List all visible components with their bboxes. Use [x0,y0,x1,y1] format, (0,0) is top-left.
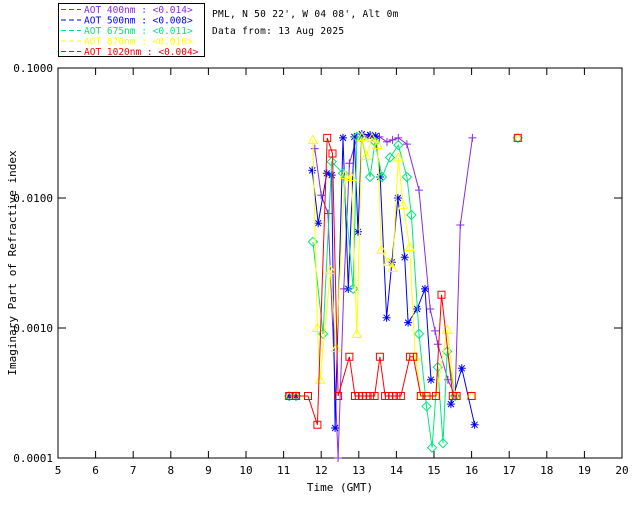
legend-label: AOT 500nm : <0.008> [84,16,193,27]
series-675nm [283,131,524,453]
series-line-675nm [289,137,518,448]
legend-entry-500nm: AOT 500nm : <0.008> [61,16,193,27]
legend-label: AOT 675nm : <0.011> [84,26,193,37]
x-tick-label: 6 [92,464,99,477]
legend-label: AOT 1020nm : <0.004> [84,47,199,58]
x-axis-title: Time (GMT) [307,481,373,494]
x-tick-label: 16 [465,464,478,477]
legend-label: AOT 400nm : <0.014> [84,5,193,16]
y-axis: 0.1000 0.0100 0.0010 0.0001 Imaginary Part o… [6,62,622,465]
series-markers-870nm [283,131,524,400]
y-tick-label: 0.0001 [13,452,53,465]
series-1020nm [285,133,522,429]
legend-box: AOT 400nm : <0.014>AOT 500nm : <0.008>AO… [58,3,205,58]
x-tick-label: 7 [130,464,137,477]
series-400nm [310,132,477,462]
series-870nm [283,131,524,400]
legend-entry-675nm: AOT 675nm : <0.011> [61,26,193,37]
x-tick-label: 10 [239,464,252,477]
x-tick-label: 19 [578,464,591,477]
legend-label: AOT 870nm : <0.010> [84,37,193,48]
x-tick-label: 11 [277,464,290,477]
x-tick-label: 13 [352,464,365,477]
x-axis: 5 6 7 8 9 10 11 12 13 14 15 16 17 18 19 20 Time (GMT) [55,68,629,494]
y-tick-label: 0.0010 [13,322,53,335]
x-tick-label: 9 [205,464,212,477]
legend-entry-400nm: AOT 400nm : <0.014> [61,5,193,16]
x-tick-label: 12 [315,464,328,477]
legend-entry-1020nm: AOT 1020nm : <0.004> [61,47,199,58]
x-tick-label: 18 [540,464,553,477]
legend-frame [58,3,205,57]
series-markers-1020nm [285,133,522,429]
x-tick-label: 20 [615,464,628,477]
y-axis-title: Imaginary Part of Refractive index [6,150,19,376]
y-tick-label: 0.0100 [13,192,53,205]
x-tick-label: 5 [55,464,62,477]
series-markers-675nm [283,131,524,453]
data-date-header: Data from: 13 Aug 2025 [212,26,345,37]
x-tick-label: 8 [167,464,174,477]
x-tick-label: 15 [427,464,440,477]
legend-entry-870nm: AOT 870nm : <0.010> [61,37,193,48]
x-tick-label: 17 [503,464,516,477]
x-tick-label: 14 [390,464,404,477]
site-location-header: PML, N 50 22', W 04 08', Alt 0m [212,9,399,20]
y-tick-label: 0.1000 [13,62,53,75]
